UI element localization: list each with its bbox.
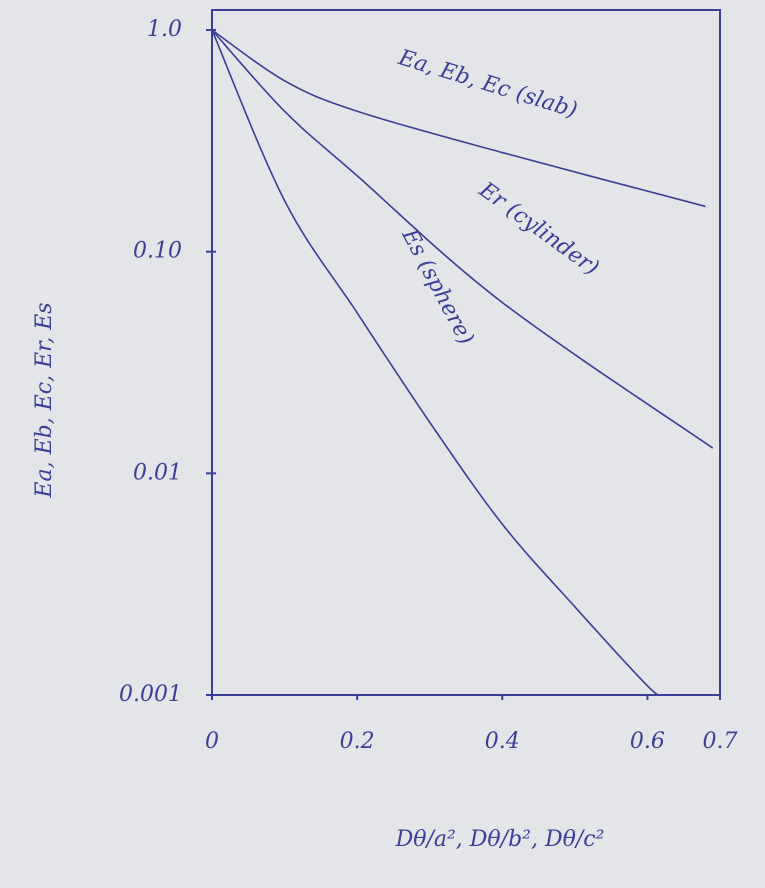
series-label: Es (sphere) bbox=[396, 224, 478, 349]
series-label: Er (cylinder) bbox=[474, 177, 604, 281]
x-tick-label: 0.2 bbox=[340, 729, 375, 754]
x-tick-label: 0.6 bbox=[630, 729, 665, 754]
plot-frame bbox=[212, 10, 720, 695]
x-tick-label: 0 bbox=[205, 729, 219, 754]
y-tick-label: 0.001 bbox=[119, 682, 182, 707]
series-line bbox=[212, 30, 705, 206]
series-line bbox=[212, 30, 662, 695]
y-tick-label: 0.10 bbox=[133, 239, 182, 264]
x-tick-label: 0.4 bbox=[485, 729, 520, 754]
page: Ea, Eb, Ec, Er, Es Dθ/a², Dθ/b², Dθ/c² 1… bbox=[0, 0, 765, 888]
series-label: Ea, Eb, Ec (slab) bbox=[395, 45, 581, 123]
y-axis-label: Ea, Eb, Ec, Er, Es bbox=[32, 302, 57, 498]
x-axis-label: Dθ/a², Dθ/b², Dθ/c² bbox=[395, 827, 605, 852]
x-tick-label: 0.7 bbox=[703, 729, 738, 754]
y-tick-label: 1.0 bbox=[147, 17, 182, 42]
series-line bbox=[212, 30, 713, 448]
y-tick-label: 0.01 bbox=[133, 460, 182, 485]
chart: Ea, Eb, Ec, Er, Es Dθ/a², Dθ/b², Dθ/c² 1… bbox=[0, 0, 765, 888]
